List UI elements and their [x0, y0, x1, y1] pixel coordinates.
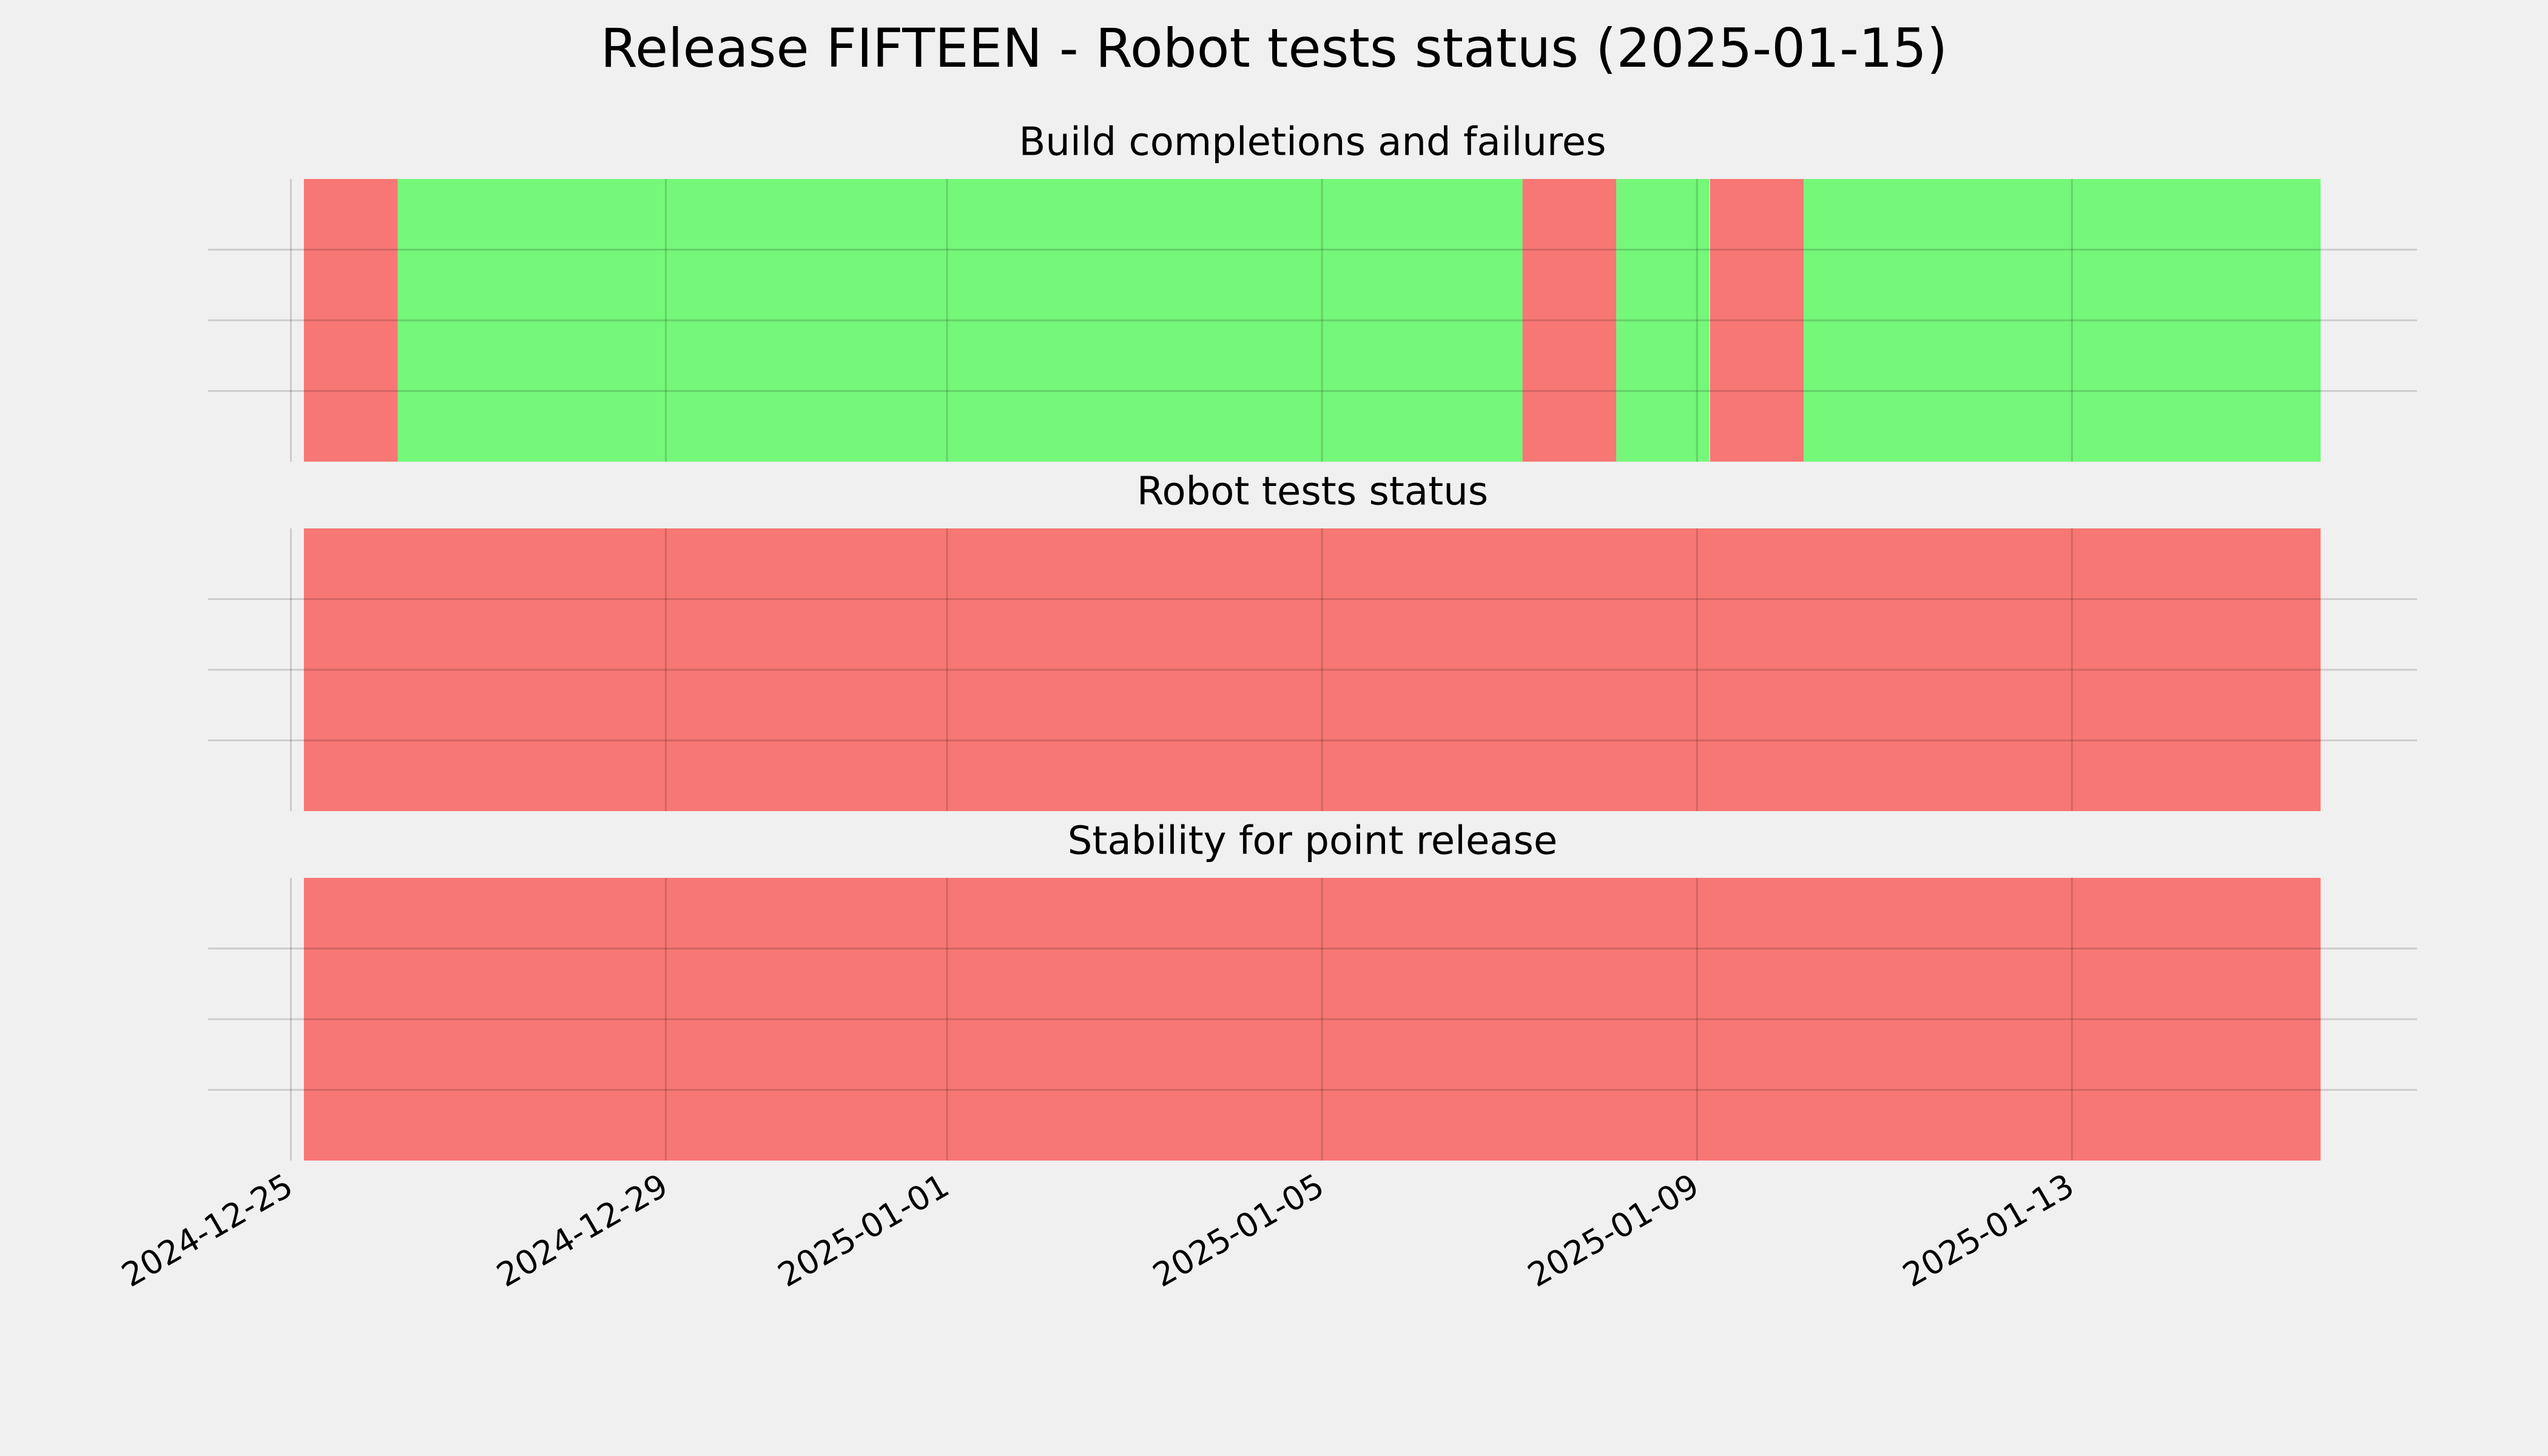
chart-title: Release FIFTEEN - Robot tests status (20…: [601, 17, 1947, 79]
span: [1710, 179, 1804, 462]
span: [1804, 179, 2321, 462]
span: [1616, 179, 1710, 462]
span: [303, 528, 2321, 811]
panel-title: Build completions and failures: [1019, 120, 1606, 165]
panel-title: Robot tests status: [1137, 470, 1488, 514]
span: [1522, 179, 1617, 462]
panel-title: Stability for point release: [1068, 819, 1558, 864]
span: [303, 878, 2321, 1161]
span: [397, 179, 1523, 462]
span: [303, 179, 398, 462]
